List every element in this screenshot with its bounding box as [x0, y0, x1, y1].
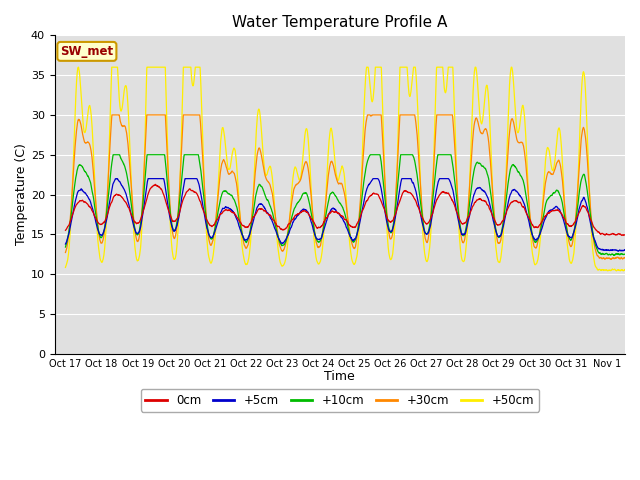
Title: Water Temperature Profile A: Water Temperature Profile A [232, 15, 447, 30]
Y-axis label: Temperature (C): Temperature (C) [15, 144, 28, 245]
X-axis label: Time: Time [324, 370, 355, 383]
Text: SW_met: SW_met [60, 45, 113, 58]
Legend: 0cm, +5cm, +10cm, +30cm, +50cm: 0cm, +5cm, +10cm, +30cm, +50cm [141, 389, 539, 411]
